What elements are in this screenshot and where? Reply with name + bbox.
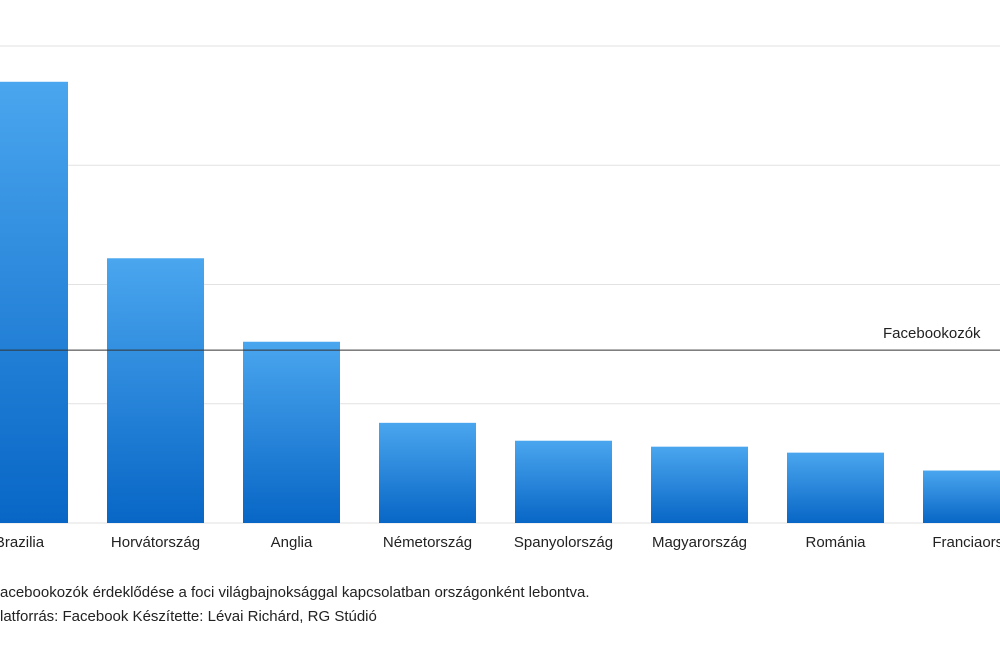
x-tick-label: Horvátország: [111, 534, 200, 551]
bar: [379, 422, 476, 523]
bar: [923, 470, 1000, 523]
x-tick-label: Románia: [805, 534, 866, 551]
bar: [515, 440, 612, 523]
x-tick-label: Anglia: [271, 534, 313, 551]
caption-line: acebookozók érdeklődése a foci világbajn…: [0, 584, 590, 601]
bar: [651, 446, 748, 523]
caption-line: latforrás: Facebook Készítette: Lévai Ri…: [0, 608, 377, 625]
x-tick-label: Brazilia: [0, 534, 45, 551]
bar: [787, 452, 884, 523]
x-tick-label: Franciaorsz: [932, 534, 1000, 551]
reference-label: Facebookozók: [883, 325, 981, 342]
bar: [107, 258, 204, 523]
x-tick-label: Németország: [383, 534, 472, 551]
bar: [243, 341, 340, 523]
x-tick-label: Magyarország: [652, 534, 747, 551]
bar: [0, 81, 68, 524]
x-tick-label: Spanyolország: [514, 534, 613, 551]
